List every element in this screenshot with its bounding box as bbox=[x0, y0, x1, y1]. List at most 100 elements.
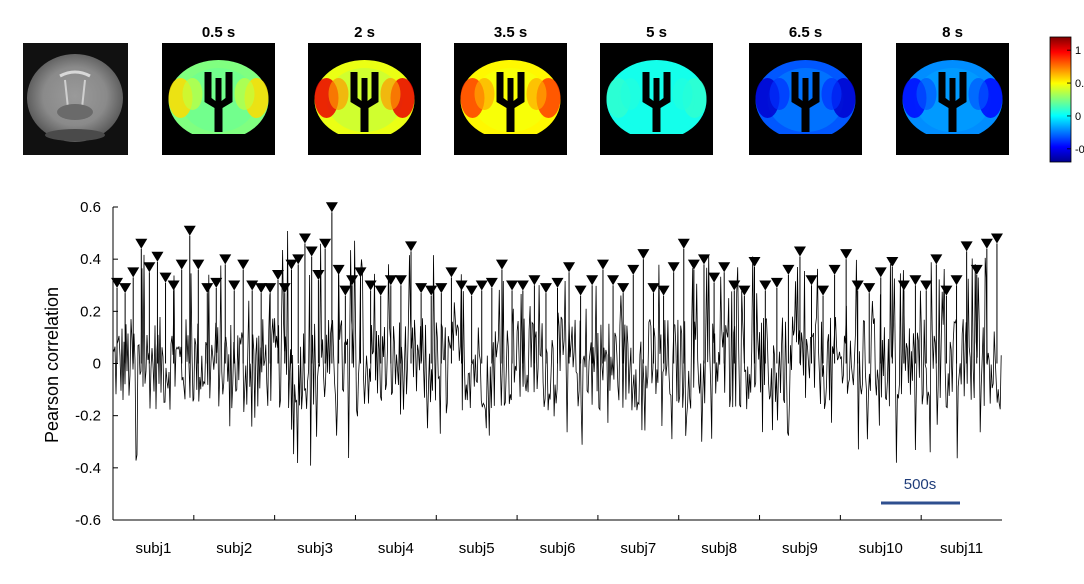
peak-marker bbox=[201, 283, 214, 294]
x-tick-label: subj5 bbox=[459, 540, 495, 557]
peak-marker bbox=[339, 285, 352, 296]
peak-marker bbox=[292, 254, 305, 265]
peak-marker bbox=[909, 275, 922, 286]
peak-marker bbox=[728, 280, 741, 291]
peak-marker bbox=[657, 285, 670, 296]
peak-marker bbox=[346, 275, 359, 286]
peak-marker bbox=[465, 285, 478, 296]
peak-marker bbox=[219, 254, 232, 265]
x-tick-label: subj8 bbox=[701, 540, 737, 557]
map-time-title: 6.5 s bbox=[789, 24, 822, 41]
peak-marker bbox=[278, 283, 291, 294]
peak-marker bbox=[805, 275, 818, 286]
peak-marker bbox=[192, 259, 205, 270]
x-tick-label: subj9 bbox=[782, 540, 818, 557]
peak-marker bbox=[574, 285, 587, 296]
peak-marker bbox=[708, 272, 721, 283]
peak-marker bbox=[167, 280, 180, 291]
y-axis-label: Pearson correlation bbox=[42, 287, 62, 443]
correlation-plot: -0.6-0.4-0.200.20.40.6 subj1 subj2 subj3 su… bbox=[42, 199, 1003, 557]
peak-marker bbox=[475, 280, 488, 291]
map-time-title: 8 s bbox=[942, 24, 963, 41]
activation-map bbox=[162, 43, 275, 155]
peak-marker bbox=[596, 259, 609, 270]
peak-marker bbox=[990, 233, 1003, 244]
y-tick-label: 0.4 bbox=[80, 251, 101, 268]
peak-marker bbox=[551, 277, 564, 288]
peak-marker bbox=[563, 262, 576, 273]
peak-marker bbox=[960, 241, 973, 252]
peak-marker bbox=[374, 285, 387, 296]
peak-marker bbox=[319, 238, 332, 249]
peak-marker bbox=[920, 280, 933, 291]
peak-marker bbox=[687, 259, 700, 270]
peak-marker bbox=[255, 283, 268, 294]
peak-marker bbox=[435, 283, 448, 294]
peak-marker bbox=[637, 249, 650, 260]
scale-bar: 500s bbox=[881, 476, 960, 505]
peak-marker bbox=[119, 283, 132, 294]
peak-marker bbox=[697, 254, 710, 265]
peak-marker bbox=[228, 280, 241, 291]
peak-marker bbox=[159, 272, 172, 283]
peak-marker bbox=[940, 285, 953, 296]
peak-marker bbox=[246, 280, 259, 291]
y-axis: -0.6 -0.4 -0.2 0 0.2 0.4 0.6 bbox=[75, 199, 118, 529]
peak-marker bbox=[874, 267, 887, 278]
peak-marker bbox=[782, 264, 795, 275]
colorbar-tick-label: 0 bbox=[1075, 111, 1081, 123]
peak-marker bbox=[607, 275, 620, 286]
peak-marker bbox=[793, 246, 806, 257]
x-tick-label: subj10 bbox=[859, 540, 903, 557]
peak-marker bbox=[354, 267, 367, 278]
colorbar: 1 0.5 0 -0.5 bbox=[1049, 36, 1084, 163]
activation-maps: 0.5 s 2 s 3.5 s 5 s 6.5 s 8 s bbox=[162, 24, 1009, 155]
peak-marker bbox=[495, 259, 508, 270]
peak-marker bbox=[298, 233, 311, 244]
activation-map bbox=[896, 43, 1009, 155]
y-tick-label: -0.6 bbox=[75, 512, 101, 529]
peak-marker bbox=[415, 283, 428, 294]
peak-marker bbox=[930, 254, 943, 265]
peak-marker bbox=[332, 264, 345, 275]
peak-marker bbox=[312, 270, 325, 281]
x-tick-label: subj3 bbox=[297, 540, 333, 557]
peak-marker bbox=[151, 251, 164, 262]
peak-marker bbox=[840, 249, 853, 260]
peak-marker bbox=[528, 275, 541, 286]
map-time-title: 5 s bbox=[646, 24, 667, 41]
peak-marker bbox=[305, 246, 318, 257]
peak-marker bbox=[759, 280, 772, 291]
activation-map bbox=[308, 43, 421, 155]
y-tick-label: -0.2 bbox=[75, 408, 101, 425]
x-tick-label: subj4 bbox=[378, 540, 414, 557]
map-time-title: 0.5 s bbox=[202, 24, 235, 41]
peak-marker bbox=[950, 275, 963, 286]
y-tick-label: 0 bbox=[93, 356, 101, 373]
activation-map bbox=[454, 43, 567, 155]
peak-marker bbox=[770, 277, 783, 288]
colorbar-tick-label: 1 bbox=[1075, 45, 1081, 57]
peak-marker bbox=[970, 264, 983, 275]
peak-marker bbox=[143, 262, 156, 273]
peak-marker bbox=[364, 280, 377, 291]
peak-marker bbox=[539, 283, 552, 294]
x-tick-label: subj6 bbox=[540, 540, 576, 557]
peak-marker bbox=[285, 259, 298, 270]
peak-marker bbox=[516, 280, 529, 291]
map-time-title: 3.5 s bbox=[494, 24, 527, 41]
colorbar-tick-label: 0.5 bbox=[1075, 78, 1084, 90]
peak-marker bbox=[863, 283, 876, 294]
peak-marker bbox=[405, 241, 418, 252]
peak-marker bbox=[237, 259, 250, 270]
x-tick-label: subj11 bbox=[940, 540, 983, 557]
peak-marker bbox=[851, 280, 864, 291]
anatomical-mri-image bbox=[23, 43, 128, 155]
peak-marker bbox=[748, 256, 761, 267]
peak-marker bbox=[506, 280, 519, 291]
peak-marker bbox=[111, 277, 124, 288]
peak-marker bbox=[586, 275, 599, 286]
activation-map bbox=[749, 43, 862, 155]
peak-marker bbox=[617, 283, 630, 294]
